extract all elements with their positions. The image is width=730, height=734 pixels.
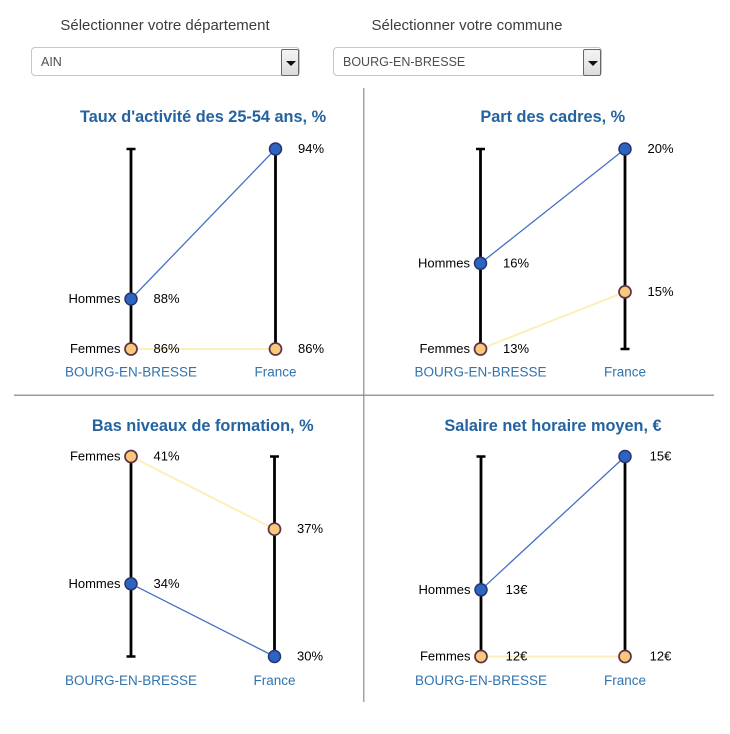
svg-text:Taux d'activité des 25-54 ans,: Taux d'activité des 25-54 ans, % bbox=[80, 108, 327, 126]
svg-text:20%: 20% bbox=[647, 141, 673, 156]
svg-text:37%: 37% bbox=[297, 521, 323, 536]
svg-text:BOURG-EN-BRESSE: BOURG-EN-BRESSE bbox=[415, 673, 547, 688]
svg-text:France: France bbox=[253, 673, 295, 688]
svg-text:Femmes: Femmes bbox=[420, 649, 471, 664]
svg-text:Hommes: Hommes bbox=[68, 291, 121, 306]
svg-text:13%: 13% bbox=[503, 341, 529, 356]
svg-text:16%: 16% bbox=[503, 255, 529, 270]
svg-text:Femmes: Femmes bbox=[70, 449, 121, 464]
svg-text:BOURG-EN-BRESSE: BOURG-EN-BRESSE bbox=[65, 673, 197, 688]
svg-text:France: France bbox=[604, 673, 646, 688]
svg-text:12€: 12€ bbox=[650, 649, 672, 664]
svg-text:15€: 15€ bbox=[650, 449, 672, 464]
svg-text:94%: 94% bbox=[298, 141, 324, 156]
svg-text:41%: 41% bbox=[153, 449, 179, 464]
svg-text:Hommes: Hommes bbox=[418, 582, 471, 597]
svg-text:34%: 34% bbox=[153, 576, 179, 591]
svg-text:13€: 13€ bbox=[506, 582, 528, 597]
svg-text:BOURG-EN-BRESSE: BOURG-EN-BRESSE bbox=[65, 365, 197, 380]
svg-text:30%: 30% bbox=[297, 649, 323, 664]
svg-text:Salaire net horaire moyen, €: Salaire net horaire moyen, € bbox=[444, 417, 661, 435]
svg-text:Bas niveaux de formation, %: Bas niveaux de formation, % bbox=[92, 417, 314, 435]
svg-text:Femmes: Femmes bbox=[419, 341, 470, 356]
svg-text:12€: 12€ bbox=[506, 649, 528, 664]
svg-text:86%: 86% bbox=[153, 341, 179, 356]
svg-text:BOURG-EN-BRESSE: BOURG-EN-BRESSE bbox=[414, 365, 546, 380]
svg-text:France: France bbox=[254, 365, 296, 380]
svg-text:Hommes: Hommes bbox=[418, 255, 471, 270]
svg-text:Part des cadres, %: Part des cadres, % bbox=[480, 108, 625, 126]
svg-text:86%: 86% bbox=[298, 341, 324, 356]
svg-text:88%: 88% bbox=[153, 291, 179, 306]
svg-text:Femmes: Femmes bbox=[70, 341, 121, 356]
svg-text:Hommes: Hommes bbox=[68, 576, 121, 591]
svg-text:15%: 15% bbox=[647, 284, 673, 299]
svg-text:France: France bbox=[604, 365, 646, 380]
